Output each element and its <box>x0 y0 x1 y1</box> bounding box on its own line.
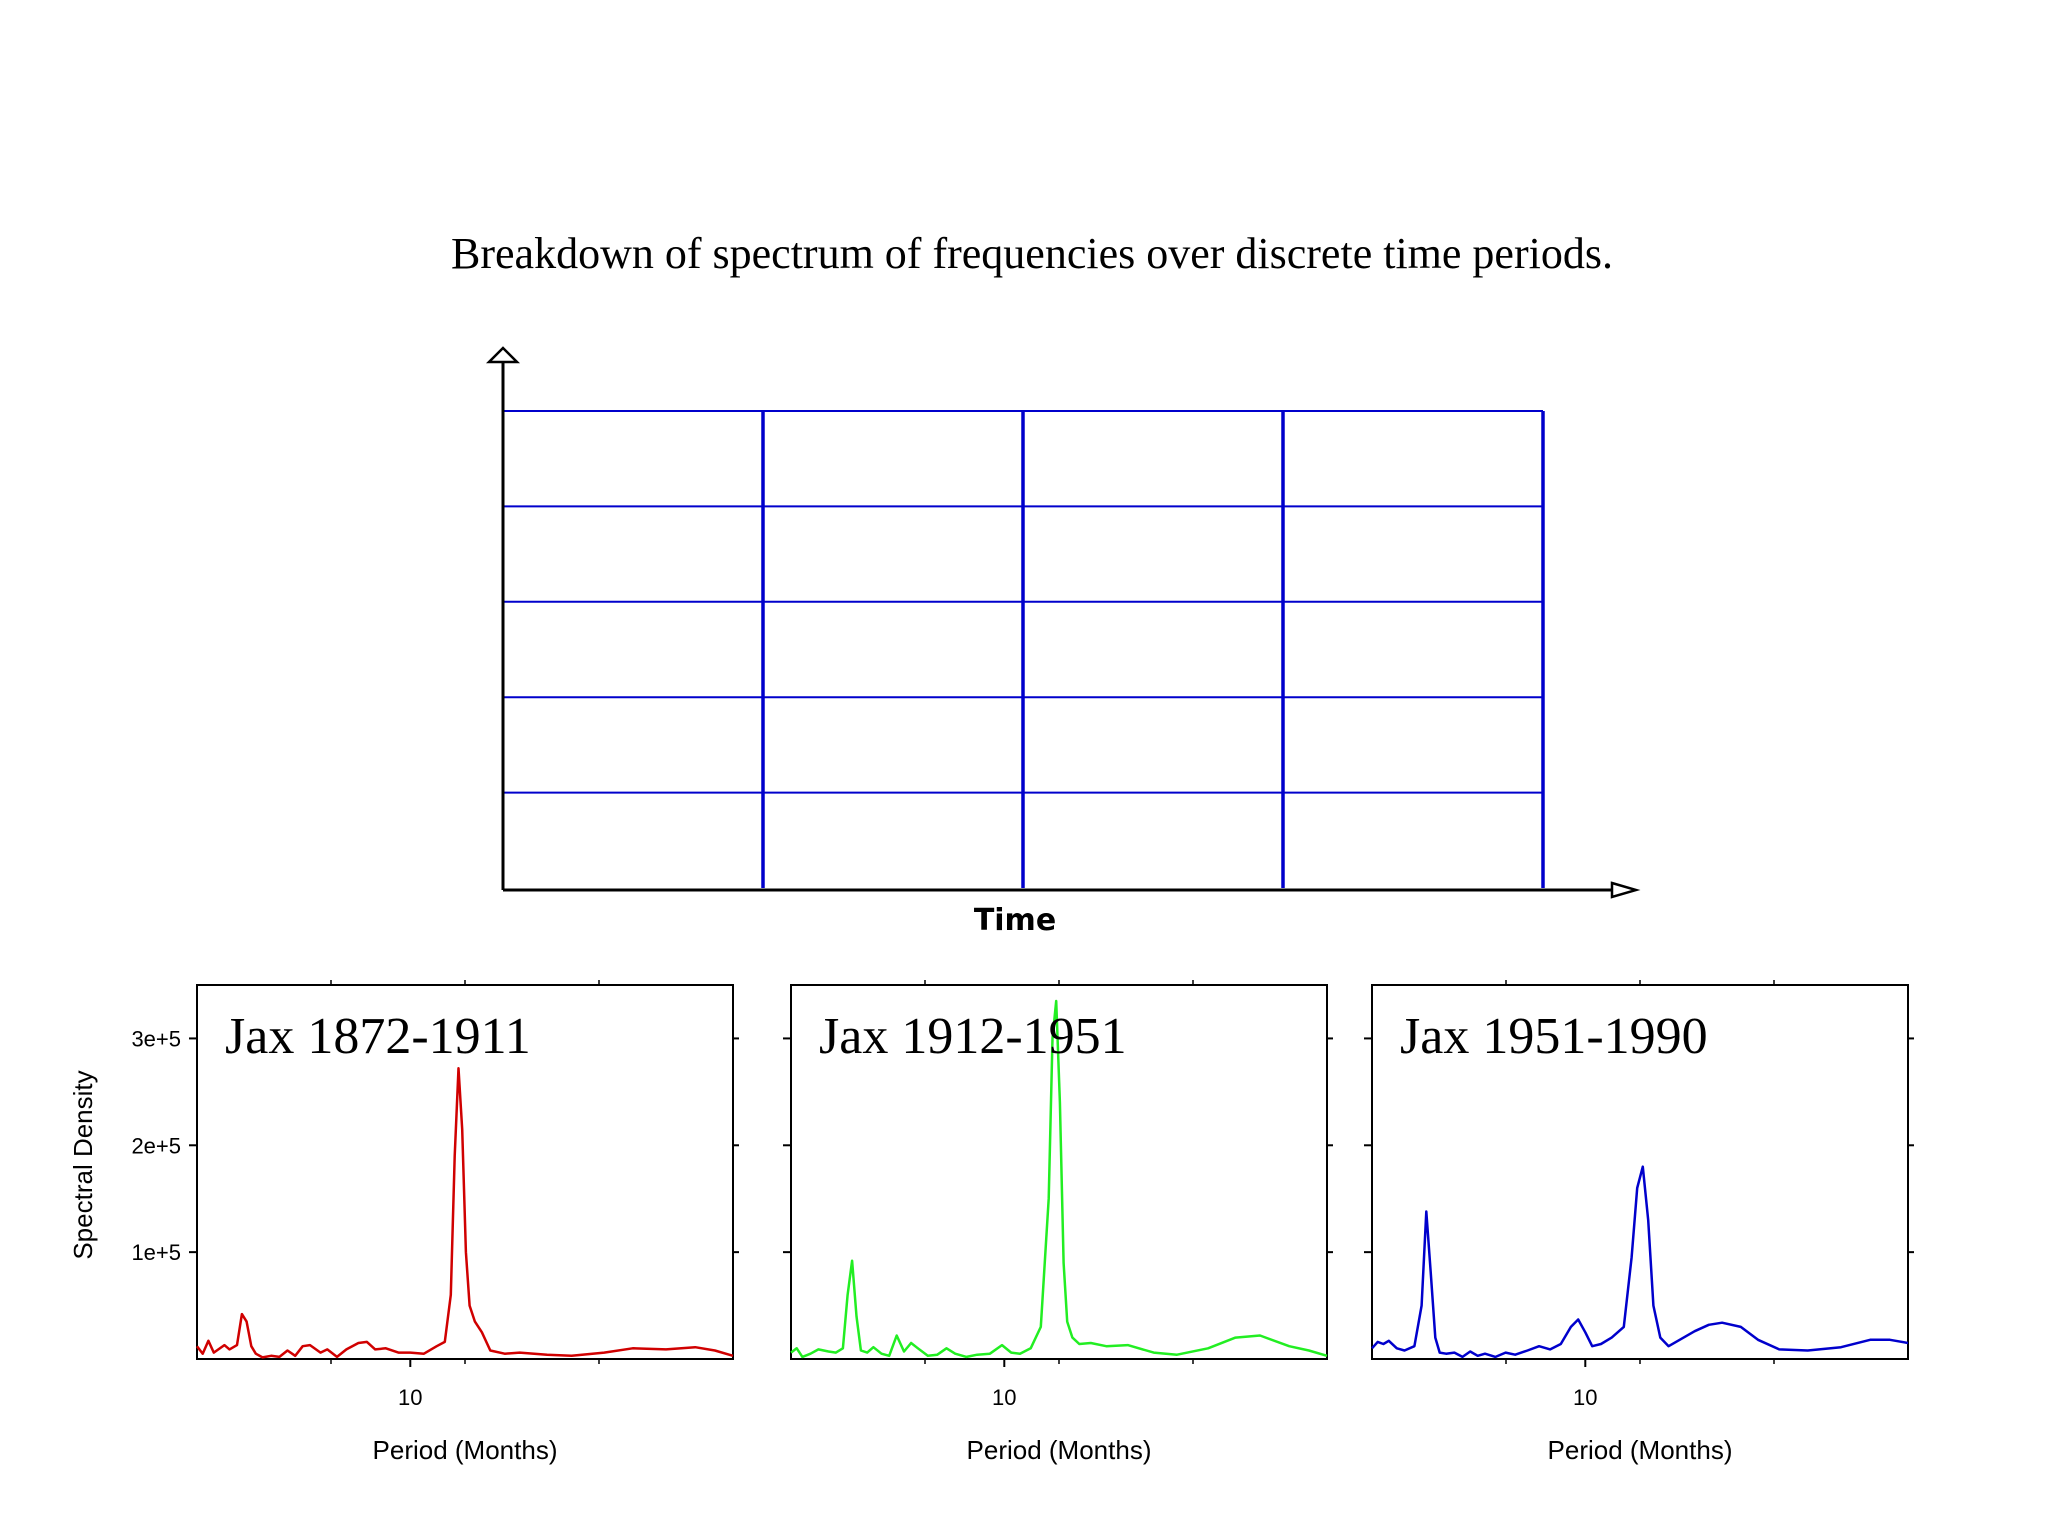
series-line <box>790 999 1328 1359</box>
y-axis-label: Spectral Density <box>68 1070 98 1259</box>
x-axis-label: Period (Months) <box>373 1435 558 1465</box>
plot-frame <box>1371 984 1909 1360</box>
time-frequency-grid <box>503 410 1545 888</box>
x-tick-label: 10 <box>1573 1385 1597 1410</box>
page-title: Breakdown of spectrum of frequencies ove… <box>451 229 1613 278</box>
y-tick-label: 1e+5 <box>131 1240 181 1265</box>
panel-label: Jax 1951-1990 <box>1400 1008 1708 1065</box>
series-line <box>196 1067 734 1359</box>
diagram-y-axis-arrow <box>485 346 521 364</box>
y-tick-label: 3e+5 <box>131 1026 181 1051</box>
chart-panel-1872-1911: 10 1e+5 2e+5 3e+5 Jax 1872-1911 Period (Month… <box>131 980 739 1465</box>
panel-label: Jax 1912-1951 <box>819 1008 1127 1065</box>
diagram-x-axis-arrow <box>1610 881 1641 899</box>
panel-label: Jax 1872-1911 <box>225 1008 531 1065</box>
x-tick-label: 10 <box>398 1385 422 1410</box>
y-tick-label: 2e+5 <box>131 1133 181 1158</box>
x-tick-label: 10 <box>992 1385 1016 1410</box>
series-line <box>1371 1165 1909 1359</box>
plot-frame <box>196 984 734 1360</box>
time-axis-label: Time <box>974 903 1056 938</box>
x-axis-label: Period (Months) <box>967 1435 1152 1465</box>
chart-panel-1951-1990: 10 Jax 1951-1990 Period (Months) <box>1364 980 1914 1465</box>
x-axis-label: Period (Months) <box>1548 1435 1733 1465</box>
chart-panel-1912-1951: 10 Jax 1912-1951 Period (Months) <box>783 980 1333 1465</box>
